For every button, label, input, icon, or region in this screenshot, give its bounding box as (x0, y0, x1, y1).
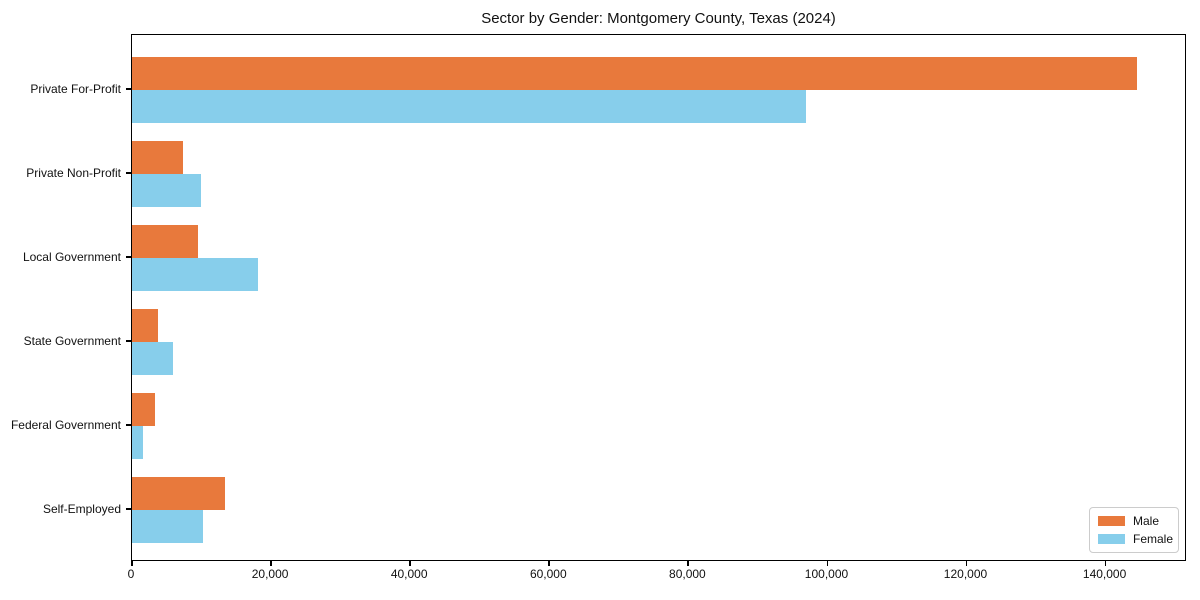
y-axis-tick (126, 340, 131, 342)
x-axis-tick (548, 561, 550, 566)
y-axis-tick (126, 424, 131, 426)
legend-item-female: Female (1098, 532, 1174, 546)
legend-label-female: Female (1133, 532, 1174, 546)
x-axis-tick-label: 40,000 (390, 567, 428, 581)
bar-male-1 (132, 141, 183, 174)
y-axis-category-label: Local Government (22, 250, 121, 264)
y-axis-category-label: State Government (23, 334, 121, 348)
x-axis-tick-label: 80,000 (669, 567, 706, 581)
plot-area (131, 34, 1186, 561)
bar-male-4 (132, 393, 155, 426)
x-axis-tick-label: 20,000 (251, 567, 289, 581)
y-axis-category-label: Private Non-Profit (26, 166, 121, 180)
bar-female-1 (132, 174, 201, 207)
x-axis-tick (270, 561, 272, 566)
bar-male-0 (132, 57, 1137, 90)
y-axis-category-label: Private For-Profit (30, 82, 121, 96)
x-axis-tick (1104, 561, 1107, 566)
bar-male-2 (132, 225, 199, 258)
y-axis-tick (126, 508, 131, 510)
bar-female-4 (132, 426, 144, 459)
x-axis-tick-label: 120,000 (943, 567, 988, 581)
bar-male-5 (132, 477, 226, 510)
y-axis-category-label: Self-Employed (42, 502, 121, 516)
x-axis-tick (826, 561, 828, 566)
x-axis-tick (687, 561, 689, 566)
x-axis-tick (131, 561, 133, 566)
x-axis-tick-label: 0 (127, 567, 135, 581)
x-axis-tick-label: 140,000 (1082, 567, 1127, 581)
y-axis-category-label: Federal Government (10, 418, 121, 432)
x-axis-tick (965, 561, 967, 566)
x-axis-tick-label: 60,000 (529, 567, 567, 581)
bar-male-3 (132, 309, 158, 342)
bar-female-5 (132, 510, 203, 543)
bar-female-2 (132, 258, 258, 291)
x-axis-tick-label: 100,000 (804, 567, 849, 581)
y-axis-tick (126, 88, 131, 90)
legend-item-male: Male (1098, 514, 1170, 528)
bar-female-3 (132, 342, 173, 375)
legend-label-male: Male (1133, 514, 1160, 528)
legend-swatch-male (1098, 516, 1125, 526)
chart-title: Sector by Gender: Montgomery County, Tex… (481, 10, 836, 27)
y-axis-tick (126, 256, 131, 258)
legend: Male Female (1089, 507, 1179, 553)
y-axis-tick (126, 172, 131, 174)
x-axis-tick (409, 561, 411, 566)
bar-female-0 (132, 90, 806, 123)
legend-swatch-female (1098, 534, 1125, 544)
